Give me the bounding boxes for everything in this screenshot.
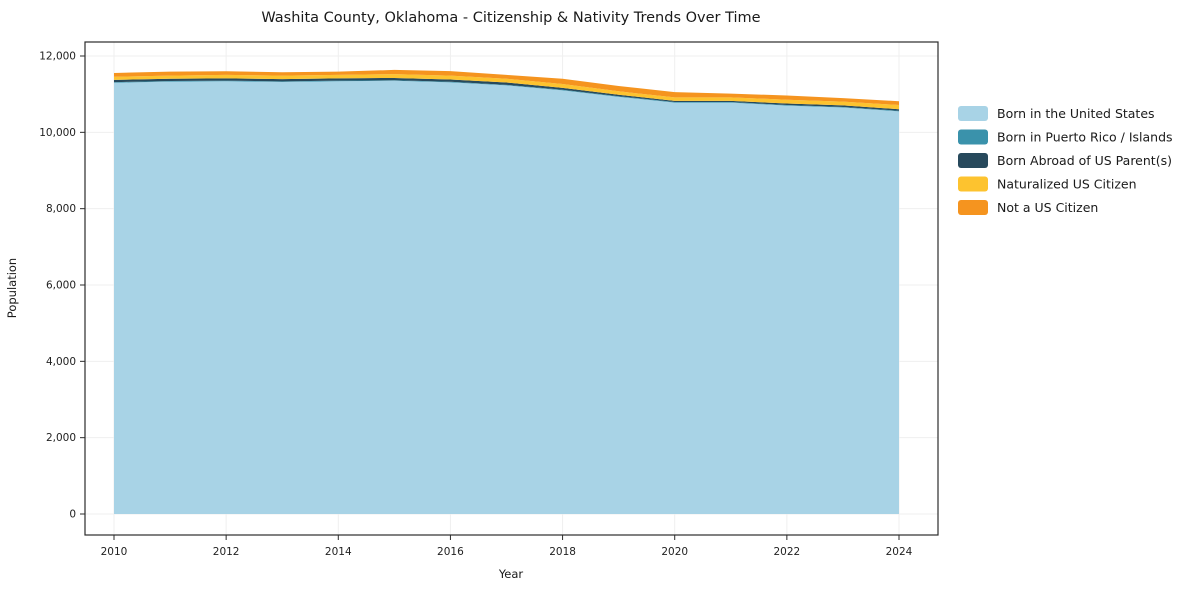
area-not-a-us-citizen — [114, 69, 899, 106]
legend-swatch — [958, 153, 988, 168]
x-tick-label: 2018 — [549, 546, 576, 558]
legend-label: Born in Puerto Rico / Islands — [997, 130, 1173, 145]
area-naturalized-us-citizen — [114, 74, 899, 110]
y-tick-label: 2,000 — [46, 432, 76, 444]
area-born-in-the-united-states — [114, 80, 899, 514]
area-series — [114, 69, 899, 514]
legend-item: Not a US Citizen — [958, 200, 1098, 215]
legend-item: Born Abroad of US Parent(s) — [958, 153, 1172, 168]
x-axis-label: Year — [498, 567, 524, 581]
x-tick-label: 2012 — [213, 546, 240, 558]
chart-title: Washita County, Oklahoma - Citizenship &… — [261, 10, 760, 26]
legend-label: Naturalized US Citizen — [997, 177, 1137, 192]
legend: Born in the United States Born in Puerto … — [958, 106, 1173, 215]
y-axis-label: Population — [5, 258, 19, 318]
x-tick-label: 2022 — [773, 546, 800, 558]
legend-swatch — [958, 106, 988, 121]
y-tick-label: 6,000 — [46, 280, 76, 292]
legend-swatch — [958, 176, 988, 192]
axes — [84, 41, 939, 536]
y-tick-label: 10,000 — [39, 127, 76, 139]
legend-item: Naturalized US Citizen — [958, 176, 1137, 192]
legend-item: Born in the United States — [958, 106, 1155, 121]
area-born-abroad-of-us-parent-s- — [114, 77, 899, 111]
legend-label: Not a US Citizen — [997, 200, 1098, 215]
legend-item: Born in Puerto Rico / Islands — [958, 129, 1173, 145]
x-tick-label: 2014 — [325, 546, 352, 558]
x-tick-label: 2020 — [661, 546, 688, 558]
y-tick-label: 12,000 — [39, 51, 76, 63]
plot-border — [84, 41, 939, 536]
legend-label: Born Abroad of US Parent(s) — [997, 153, 1172, 168]
tick-marks-and-labels: 0 2,000 4,000 6,000 8,000 10,000 12,000 2010 201… — [39, 51, 912, 559]
y-tick-label: 4,000 — [46, 356, 76, 368]
y-tick-label: 0 — [69, 509, 76, 521]
legend-label: Born in the United States — [997, 106, 1155, 121]
x-tick-label: 2016 — [437, 546, 464, 558]
legend-swatch — [958, 200, 988, 215]
legend-swatch — [958, 129, 988, 145]
x-tick-label: 2024 — [886, 546, 913, 558]
y-tick-label: 8,000 — [46, 203, 76, 215]
x-tick-label: 2010 — [101, 546, 128, 558]
